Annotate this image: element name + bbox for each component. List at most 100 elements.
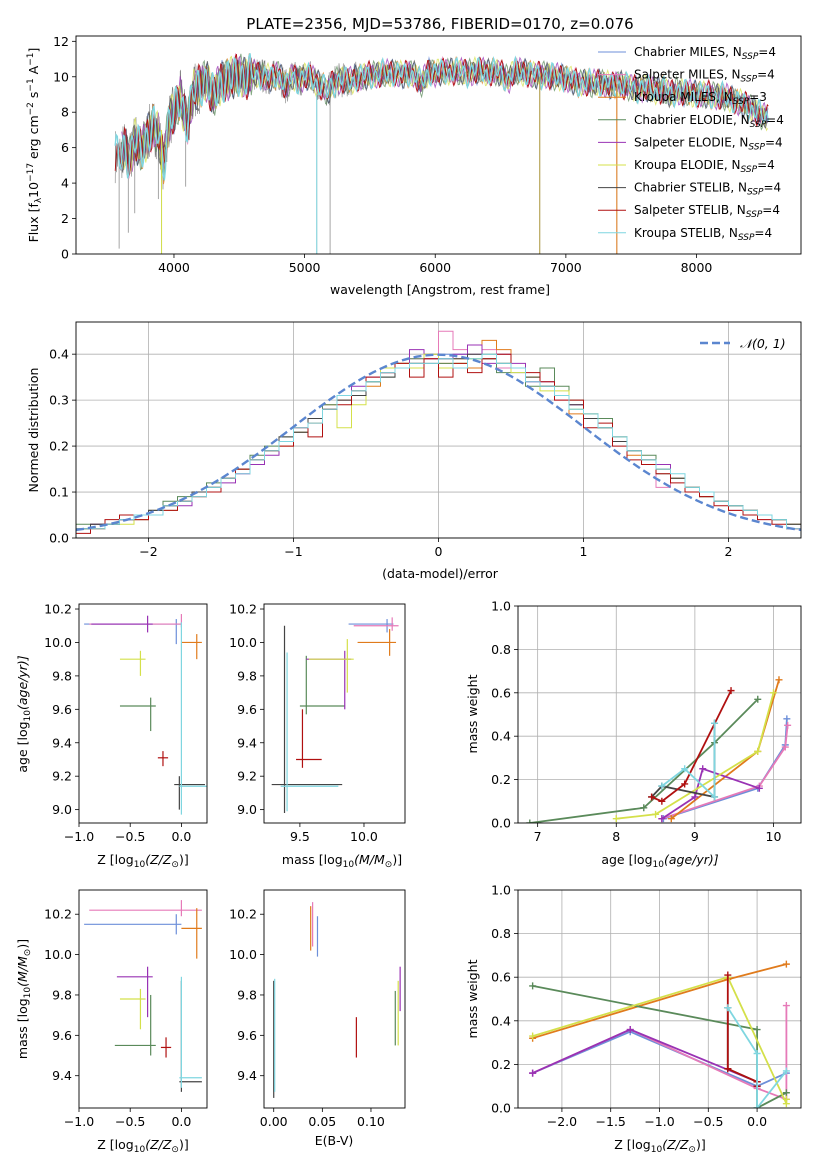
weight-age-marker-KroupaMILES-2 [775, 676, 783, 684]
histogram-ylabel: Normed distribution [26, 368, 41, 493]
weight-z-ylabel: mass weight [465, 959, 480, 1038]
weight-z-marker-SalpeterELODIE-0 [529, 1069, 537, 1077]
weight-age-ytick-label-5: 1.0 [491, 599, 511, 614]
weight-age-axes-plot-area [518, 606, 801, 823]
spectrum-ylabel-part: erg cm [26, 115, 41, 163]
age-z-ylabel-part: (age/yr)] [15, 655, 30, 710]
weight-age-marker-SalpeterSTELIB-1 [658, 797, 666, 805]
spectrum-ytick-label-3: 6 [61, 140, 69, 155]
spectrum-legend-label-4: Salpeter ELODIE, NSSP=4 [634, 135, 783, 152]
weight-z-marker-ChabrierELODIE-1 [753, 1026, 761, 1034]
spectrum-legend-label-4-part: SSP [748, 142, 765, 152]
age-z-ytick-label-0: 9.0 [52, 802, 72, 817]
age-mass-xlabel-part: 10 [343, 860, 355, 870]
spectrum-ylabel-part: 10 [26, 182, 41, 198]
age-mass-ytick-label-2: 9.4 [237, 735, 257, 750]
mass-z-ytick-label-0: 9.4 [52, 1068, 72, 1083]
spectrum-legend-label-6-part: SSP [747, 188, 764, 198]
weight-z-xtick-label-0: −2.0 [547, 1114, 577, 1129]
mass-z-ytick-label-1: 9.6 [52, 1028, 72, 1043]
mass-ebv-ytick-label-3: 10.0 [229, 947, 257, 962]
mass-z-xlabel: Z [log10(Z/Z⊙)] [97, 1137, 188, 1155]
weight-age-ytick-label-3: 0.6 [491, 685, 511, 700]
age-mass-ytick-label-4: 9.8 [237, 668, 257, 683]
weight-age-marker-ChabrierELODIE-1 [640, 804, 648, 812]
weight-z-marker-SalpeterMILES-4 [782, 1002, 790, 1010]
histogram-xtick-label-2: 0 [435, 544, 443, 559]
mass-z-ytick-label-3: 10.0 [44, 947, 72, 962]
spectrum-axes: 4000 5000 6000 7000 8000 0 2 4 6 8 10 12 Chabrier MI… [53, 34, 802, 275]
age-mass-ytick-label-1: 9.2 [237, 769, 257, 784]
spectrum-legend-label-3-part: =4 [766, 113, 784, 127]
spectrum-legend-label-0-part: =4 [758, 45, 776, 59]
weight-age-ylabel-part: mass weight [465, 674, 480, 753]
mass-z-ylabel-part: )] [15, 939, 30, 949]
mass-ebv-xtick-label-1: 0.05 [308, 1114, 336, 1129]
weight-age-marker-ChabrierMILES-3 [783, 715, 791, 723]
spectrum-ylabel-part: −1 [26, 53, 36, 66]
weight-age-xlabel-part: (age/yr)] [664, 852, 719, 867]
weight-z-marker-KroupaELODIE-0 [529, 1032, 537, 1040]
mass-ebv-ytick-label-2: 9.8 [237, 987, 257, 1002]
age-mass-axes-plot-area [271, 617, 399, 813]
age-mass-xlabel-part: mass [log [282, 852, 343, 867]
histogram-xtick-label-0: −2 [139, 544, 157, 559]
mass-ebv-frame [263, 889, 406, 1109]
spectrum-ytick-label-5: 10 [53, 69, 69, 84]
spectrum-legend-label-1-part: =4 [757, 68, 775, 82]
spectrum-legend-label-5-part: Kroupa ELODIE, N [634, 158, 741, 172]
weight-age-marker-SalpeterSTELIB-3 [727, 687, 735, 695]
spectrum-frame [75, 35, 802, 255]
spectrum-legend-label-0-part: Chabrier MILES, N [634, 45, 742, 59]
histogram-xtick-label-3: 1 [580, 544, 588, 559]
weight-z-xtick-label-2: −1.0 [644, 1114, 674, 1129]
age-mass-frame [263, 603, 406, 824]
age-z-ytick-label-2: 9.4 [52, 735, 72, 750]
weight-z-marker-KroupaELODIE-3 [782, 1095, 790, 1103]
mass-z-ylabel-part: (M/M [15, 956, 30, 987]
mass-z-ylabel-part: ⊙ [23, 949, 33, 957]
weight-age-marker-SalpeterELODIE-3 [755, 784, 763, 792]
weight-z-marker-SalpeterELODIE-1 [626, 1026, 634, 1034]
spectrum-legend-label-3-part: Chabrier ELODIE, N [634, 113, 750, 127]
spectrum-ylabel-part: s [26, 92, 41, 103]
weight-age-xtick-label-2: 9 [691, 829, 699, 844]
weight-age-marker-KroupaSTELIB-2 [711, 793, 719, 801]
mass-z-ytick-label-4: 10.2 [44, 907, 72, 922]
mass-z-xtick-label-0: −1.0 [64, 1114, 94, 1129]
weight-age-ytick-label-0: 0.0 [491, 816, 511, 831]
spectrum-legend-label-6: Chabrier STELIB, NSSP=4 [634, 181, 781, 198]
spectrum-legend-label-1: Salpeter MILES, NSSP=4 [634, 68, 775, 85]
weight-age-marker-KroupaMILES-0 [667, 815, 675, 823]
weight-z-xtick-label-4: 0.0 [747, 1114, 767, 1129]
spectrum-xlabel: wavelength [Angstrom, rest frame] [330, 282, 550, 297]
spectrum-legend-label-4-part: Salpeter ELODIE, N [634, 135, 748, 149]
weight-age-line-SalpeterMILES [661, 725, 789, 820]
age-z-xlabel-part: ⊙ [171, 860, 179, 870]
spectrum-legend-label-8-part: SSP [738, 233, 755, 243]
spectrum-xtick-label-2: 6000 [419, 260, 451, 275]
weight-z-ytick-label-5: 1.0 [491, 883, 511, 898]
mass-z-xtick-label-2: 0.0 [171, 1114, 191, 1129]
histogram-xlabel: (data-model)/error [382, 566, 499, 581]
mass-z-ylabel-part: mass [log [15, 998, 30, 1059]
mass-z-xlabel-part: )] [179, 1137, 189, 1152]
weight-age-ytick-label-4: 0.8 [491, 642, 511, 657]
weight-z-axes-plot-area [518, 890, 801, 1108]
weight-age-xlabel: age [log10(age/yr)] [601, 852, 718, 870]
mass-z-xlabel-part: ⊙ [171, 1145, 179, 1155]
weight-z-marker-SalpeterSTELIB-0 [724, 971, 732, 979]
age-z-ytick-label-3: 9.6 [52, 702, 72, 717]
histogram-xtick-label-1: −1 [284, 544, 302, 559]
spectrum-legend-label-2-part: SSP [733, 97, 750, 107]
age-z-ytick-label-5: 10.0 [44, 635, 72, 650]
weight-z-xlabel: Z [log10(Z/Z⊙)] [614, 1137, 705, 1155]
spectrum-legend-label-8-part: Kroupa STELIB, N [634, 226, 738, 240]
mass-ebv-ytick-label-0: 9.4 [237, 1068, 257, 1083]
weight-z-marker-KroupaSTELIB-3 [782, 1067, 790, 1075]
weight-age-xlabel-part: 10 [653, 860, 665, 870]
weight-age-frame [517, 605, 802, 824]
age-z-axes-plot-area [84, 614, 207, 815]
spectrum-legend-label-3: Chabrier ELODIE, NSSP=4 [634, 113, 784, 130]
weight-age-line-ChabrierELODIE [529, 698, 759, 823]
